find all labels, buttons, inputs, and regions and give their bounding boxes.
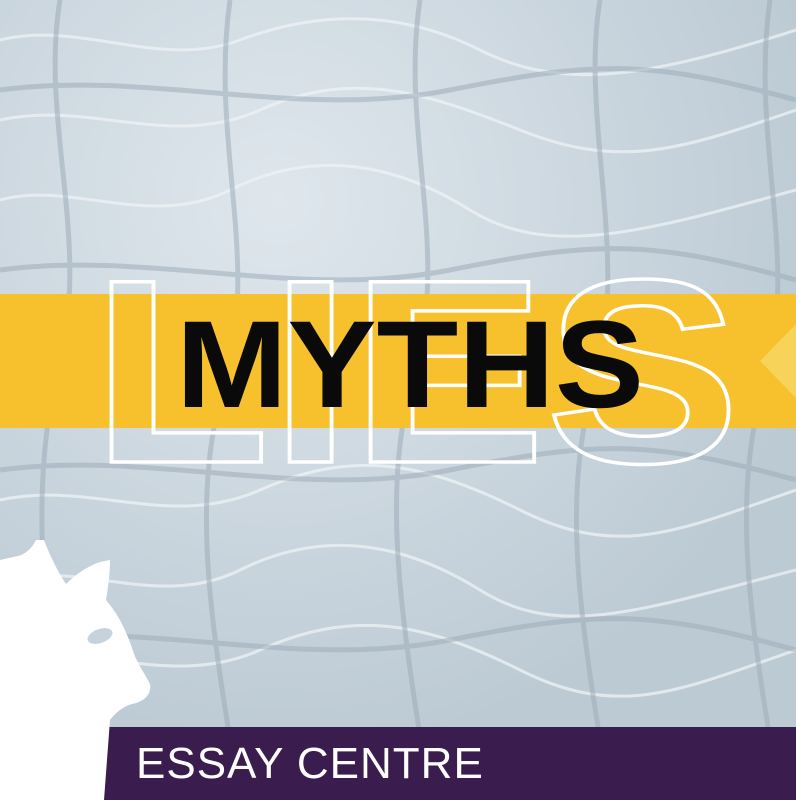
footer-bar bbox=[0, 727, 796, 800]
outline-word-text: LIES bbox=[92, 225, 740, 518]
main-word-text: MYTHS bbox=[176, 296, 644, 434]
highlight-band bbox=[0, 294, 796, 428]
footer-label: ESSAY CENTRE bbox=[136, 739, 484, 788]
